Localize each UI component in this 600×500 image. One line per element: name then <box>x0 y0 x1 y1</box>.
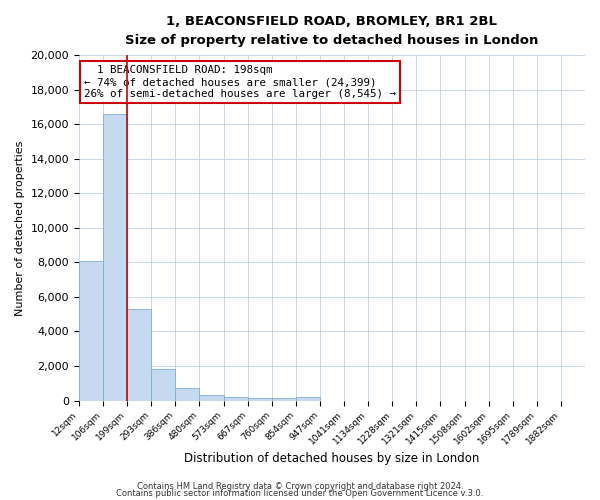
Bar <box>127 309 151 400</box>
Bar <box>248 398 272 400</box>
Text: 1 BEACONSFIELD ROAD: 198sqm  
← 74% of detached houses are smaller (24,399)
26% : 1 BEACONSFIELD ROAD: 198sqm ← 74% of det… <box>84 66 396 98</box>
Bar <box>151 368 175 400</box>
Text: Contains public sector information licensed under the Open Government Licence v.: Contains public sector information licen… <box>116 490 484 498</box>
Text: Contains HM Land Registry data © Crown copyright and database right 2024.: Contains HM Land Registry data © Crown c… <box>137 482 463 491</box>
Bar <box>175 388 199 400</box>
Bar <box>103 114 127 401</box>
Bar <box>199 395 224 400</box>
Bar <box>224 397 248 400</box>
Bar <box>272 398 296 400</box>
Bar <box>79 260 103 400</box>
Title: 1, BEACONSFIELD ROAD, BROMLEY, BR1 2BL
Size of property relative to detached hou: 1, BEACONSFIELD ROAD, BROMLEY, BR1 2BL S… <box>125 15 539 47</box>
Y-axis label: Number of detached properties: Number of detached properties <box>15 140 25 316</box>
Bar <box>296 397 320 400</box>
X-axis label: Distribution of detached houses by size in London: Distribution of detached houses by size … <box>184 452 479 465</box>
